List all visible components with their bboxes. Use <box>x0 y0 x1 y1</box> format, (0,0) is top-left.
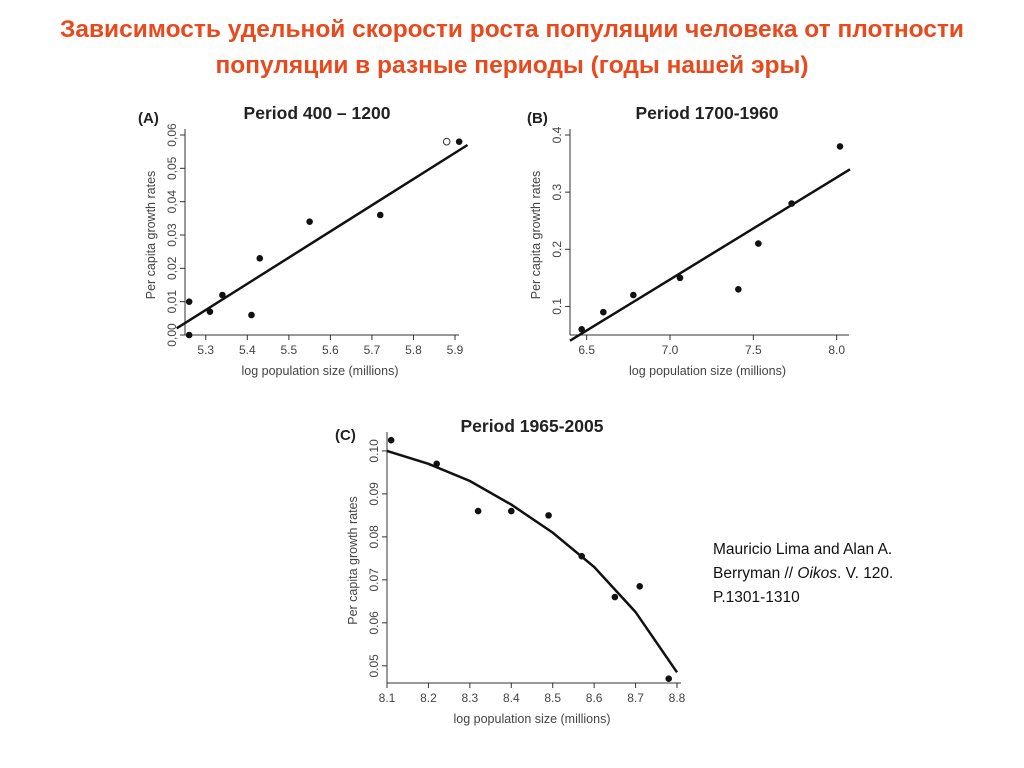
data-point <box>206 308 214 315</box>
y-tick-label: 0,04 <box>165 190 179 214</box>
data-point <box>376 211 384 219</box>
data-point <box>578 552 586 560</box>
panel-label: (A) <box>138 110 159 127</box>
data-point <box>185 331 193 339</box>
x-tick-label: 5.6 <box>322 343 339 357</box>
x-axis-label: log population size (millions) <box>629 364 786 378</box>
y-tick-label: 0.05 <box>367 654 381 678</box>
x-tick-label: 5.3 <box>197 343 214 357</box>
x-tick-label: 8.4 <box>503 691 520 705</box>
y-tick-label: 0,01 <box>165 290 179 314</box>
data-point-open <box>442 137 451 146</box>
chart-title: Period 1965-2005 <box>460 416 603 436</box>
y-tick-label: 0,00 <box>165 323 179 347</box>
slide-title: Зависимость удельной скорости роста попу… <box>60 16 964 79</box>
fit-line <box>386 449 679 674</box>
x-tick-label: 7.0 <box>662 343 679 357</box>
data-point <box>735 285 742 293</box>
citation-volume: . V. 120. <box>837 565 894 582</box>
panel-label: (C) <box>335 427 356 444</box>
citation-journal-line: Berryman // Oikos. V. 120. <box>713 562 973 586</box>
fit-line <box>176 143 469 330</box>
data-point <box>788 200 795 207</box>
data-point <box>545 512 552 519</box>
x-tick-label: 7.5 <box>745 343 762 357</box>
data-point <box>387 436 395 444</box>
chart-period-1965-2005: Period 1965-2005 (C) 8.1 8.2 8.3 8.4 8.5 8.6 8.7… <box>335 416 686 726</box>
data-point <box>636 582 644 590</box>
y-tick-label: 0.08 <box>367 525 381 549</box>
data-point <box>676 274 684 282</box>
citation-authors: Mauricio Lima and Alan A. <box>713 541 893 558</box>
data-point <box>507 507 515 515</box>
x-axis-label: log population size (millions) <box>241 364 398 378</box>
data-point <box>248 311 255 319</box>
data-point <box>219 291 226 299</box>
chart-title: Period 400 – 1200 <box>244 103 391 123</box>
data-point <box>611 593 619 601</box>
x-tick-label: 8.0 <box>828 343 845 357</box>
x-tick-label: 5.7 <box>364 343 381 357</box>
data-point <box>630 291 637 299</box>
data-point <box>185 298 193 305</box>
y-tick-label: 0,06 <box>165 123 179 147</box>
y-tick-label: 0.1 <box>550 298 564 315</box>
y-tick-label: 0,03 <box>165 223 179 247</box>
fit-line <box>569 168 851 342</box>
y-tick-label: 0.3 <box>550 183 564 200</box>
data-point <box>474 507 482 515</box>
data-point <box>600 308 607 316</box>
x-tick-label: 6.5 <box>578 343 595 357</box>
y-axis-label: Per capita growth rates <box>346 496 360 625</box>
y-tick-label: 0.06 <box>367 611 381 635</box>
chart-period-400-1200: Period 400 – 1200 (A) 5.3 5.4 5.5 5.6 5.7 5.8 5.… <box>138 103 469 378</box>
citation-authors-cont: Berryman // <box>713 565 798 582</box>
x-tick-label: 8.3 <box>462 691 479 705</box>
chart-title: Period 1700-1960 <box>635 103 778 123</box>
x-tick-label: 8.6 <box>586 691 603 705</box>
data-point <box>455 138 463 145</box>
y-tick-label: 0.10 <box>367 439 381 463</box>
data-point <box>836 143 844 150</box>
x-tick-label: 5.8 <box>405 343 422 357</box>
x-tick-label: 8.1 <box>379 691 396 705</box>
x-axis-label: log population size (millions) <box>453 712 610 726</box>
y-tick-label: 0.09 <box>367 482 381 506</box>
x-tick-label: 5.5 <box>281 343 298 357</box>
y-tick-label: 0.4 <box>550 126 564 143</box>
y-tick-label: 0.2 <box>550 241 564 258</box>
y-tick-label: 0,02 <box>165 256 179 280</box>
y-tick-label: 0,05 <box>165 156 179 180</box>
x-tick-label: 8.2 <box>420 691 437 705</box>
data-point <box>578 325 585 333</box>
y-axis-label: Per capita growth rates <box>144 171 158 300</box>
chart-period-1700-1960: Period 1700-1960 (B) 6.5 7.0 7.5 8.0 0.1 0.2 0.3… <box>527 103 851 378</box>
x-tick-label: 5.9 <box>447 343 464 357</box>
data-point <box>755 240 762 247</box>
y-tick-label: 0.07 <box>367 568 381 592</box>
data-point <box>256 255 264 262</box>
x-tick-label: 8.5 <box>544 691 561 705</box>
citation: Mauricio Lima and Alan A. Berryman // Oi… <box>713 538 973 610</box>
y-axis-label: Per capita growth rates <box>529 171 543 300</box>
x-tick-label: 8.7 <box>627 691 644 705</box>
data-point <box>306 218 313 225</box>
x-tick-label: 8.8 <box>669 691 686 705</box>
citation-pages: P.1301-1310 <box>713 589 800 606</box>
data-point <box>665 675 673 683</box>
x-tick-label: 5.4 <box>239 343 256 357</box>
citation-journal: Oikos <box>797 565 838 582</box>
panel-label: (B) <box>527 110 548 127</box>
data-point <box>433 460 441 468</box>
